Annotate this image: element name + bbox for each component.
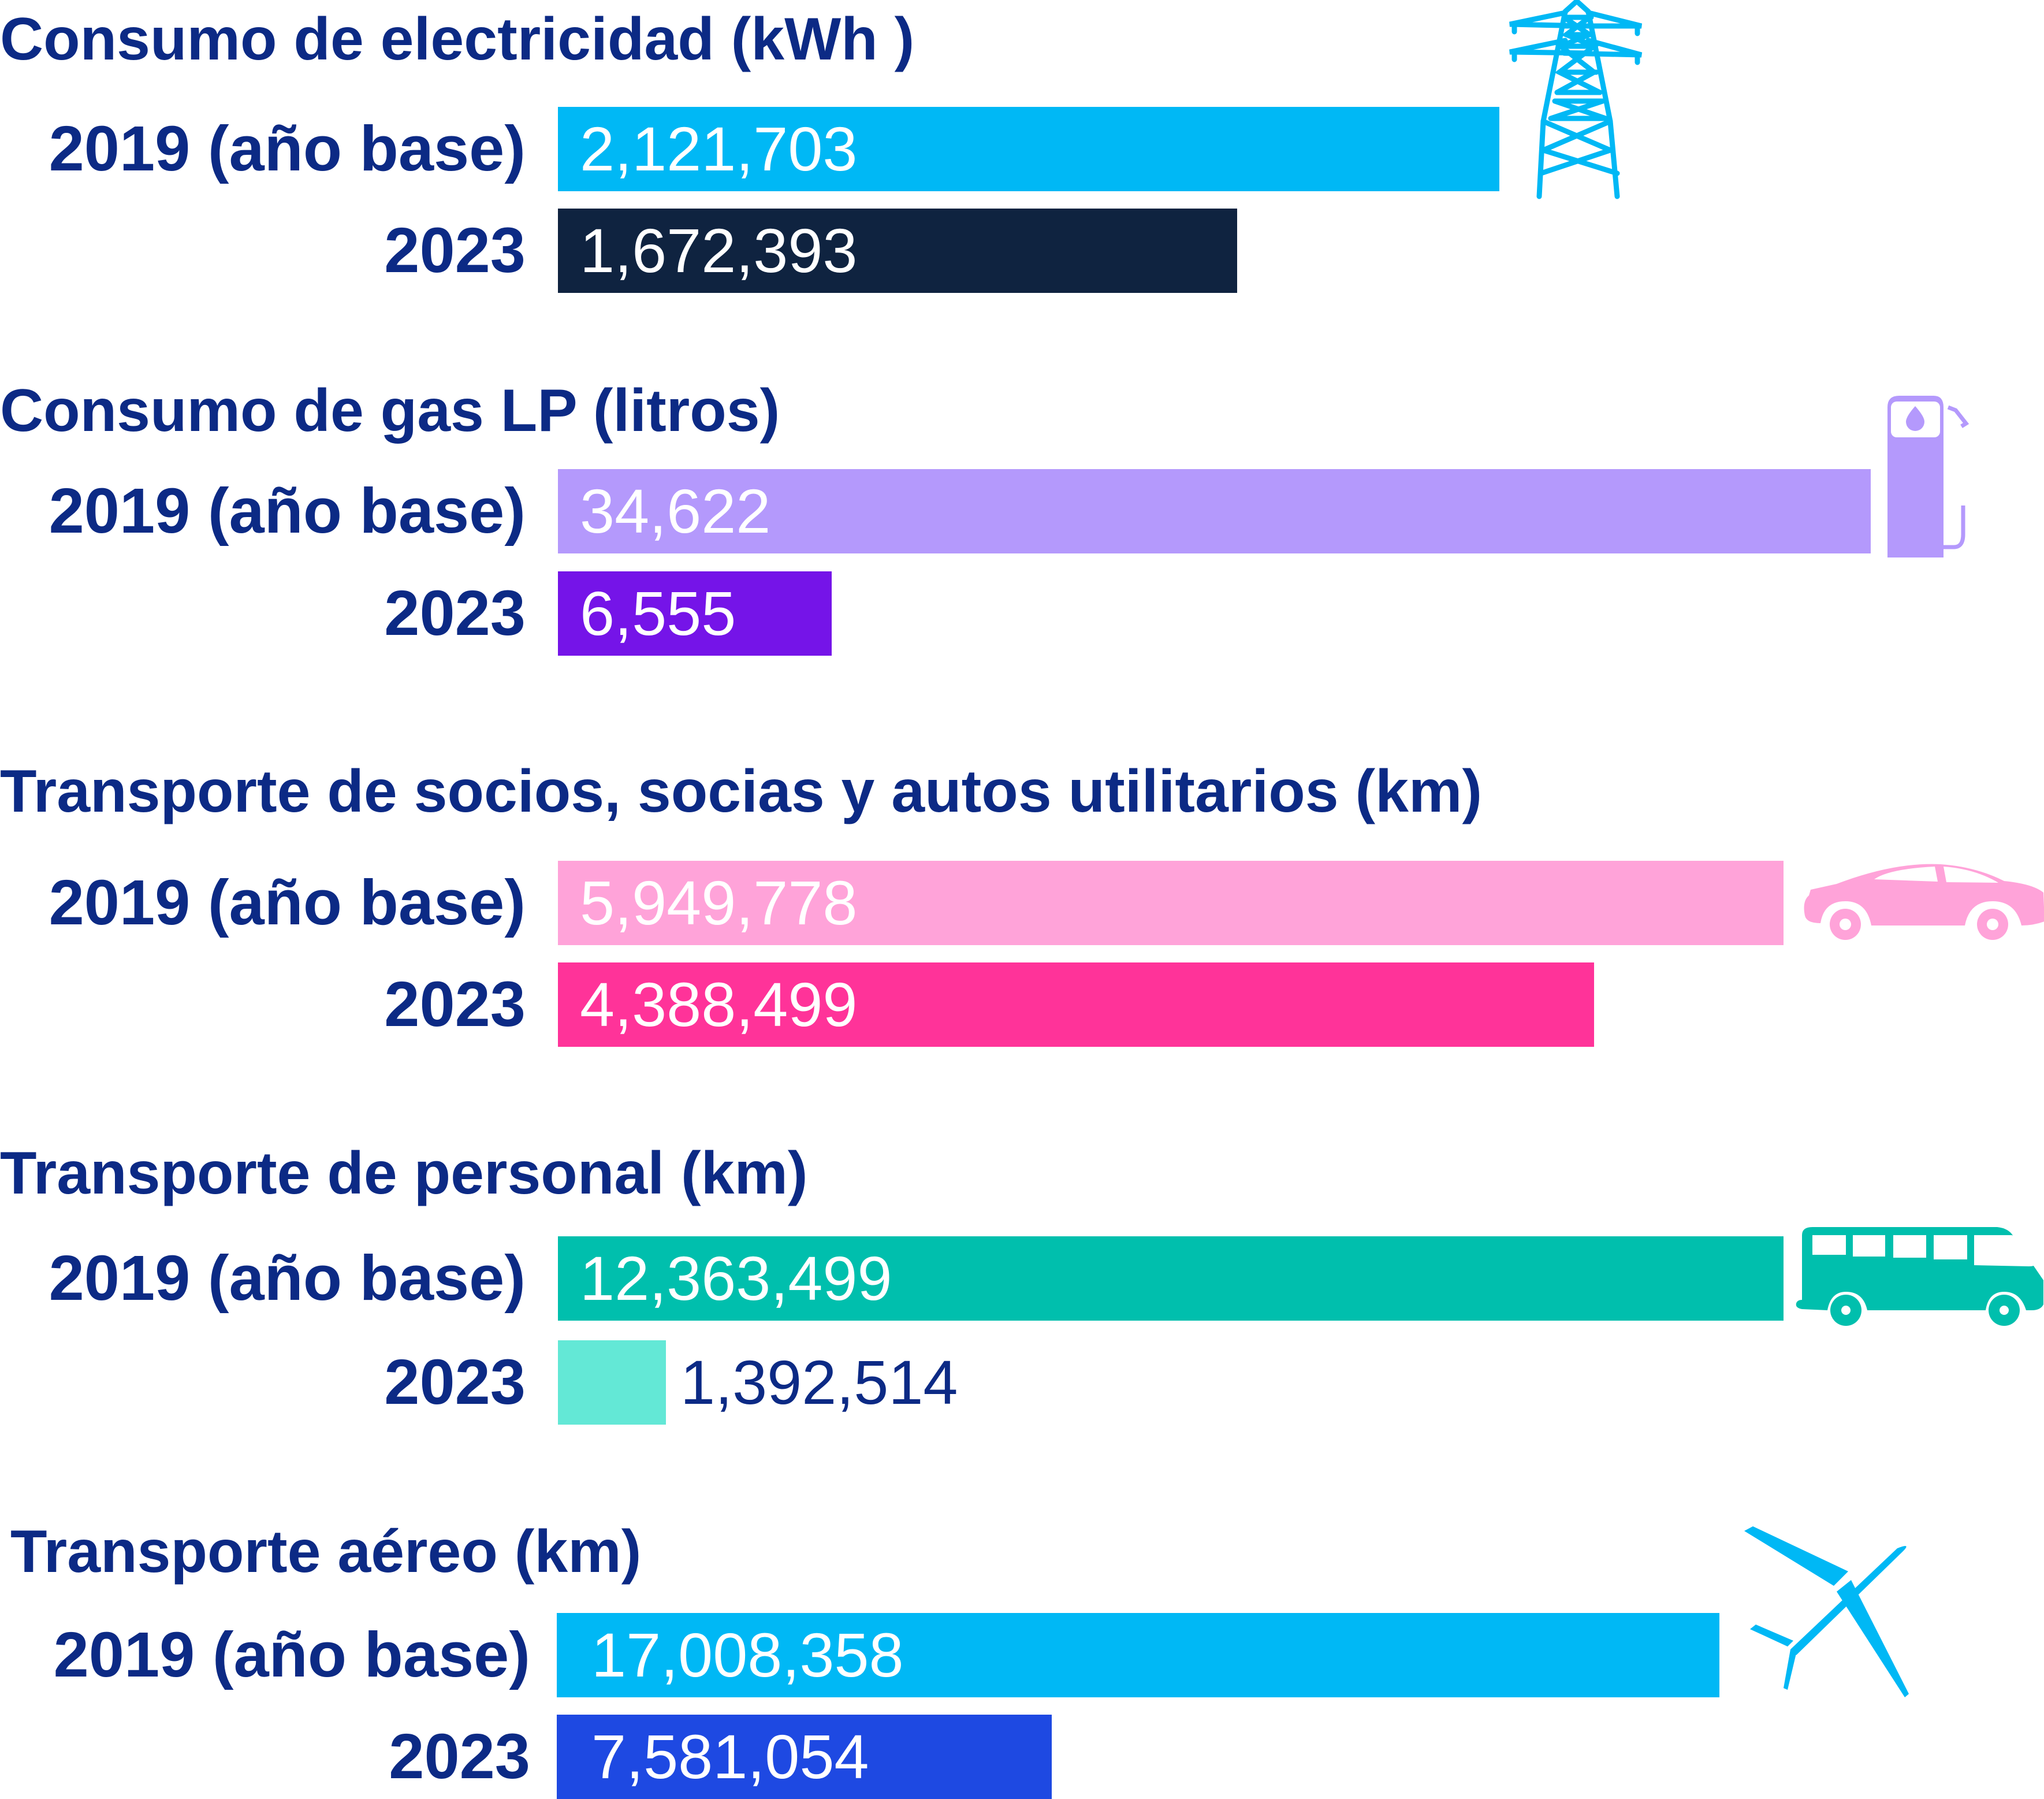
bar-value: 12,363,499 — [580, 1243, 892, 1313]
row-label: 2023 — [384, 969, 526, 1040]
bar-value: 1,392,514 — [680, 1347, 958, 1417]
bar-electricity-2023: 1,672,393 — [558, 209, 1237, 293]
row-label: 2023 — [384, 1347, 526, 1418]
row-label: 2019 (año base) — [49, 113, 526, 184]
row-label: 2019 (año base) — [49, 1243, 526, 1314]
bar-value: 1,672,393 — [580, 215, 858, 285]
group-title-electricity: Consumo de electricidad (kWh ) — [0, 6, 915, 73]
bar-air-transport-2023: 7,581,054 — [557, 1715, 1052, 1799]
bar-gas-2023: 6,555 — [558, 571, 832, 656]
airplane-icon — [1744, 1526, 1909, 1697]
row-label: 2019 (año base) — [49, 867, 526, 938]
gas-pump-icon — [1887, 396, 1969, 557]
bar-partner-transport-2019: 5,949,778 — [558, 861, 1784, 945]
bus-icon — [1796, 1227, 2043, 1326]
bar-value: 6,555 — [580, 578, 736, 648]
row-label: 2023 — [384, 215, 526, 286]
bar-partner-transport-2023: 4,388,499 — [558, 962, 1594, 1047]
bar-value: 34,622 — [580, 476, 771, 546]
group-title-staff-transport: Transporte de personal (km) — [0, 1140, 808, 1207]
group-title-air-transport: Transporte aéreo (km) — [10, 1518, 642, 1585]
bar-electricity-2019: 2,121,703 — [558, 107, 1499, 191]
bar-staff-transport-2023: 1,392,514 — [558, 1340, 958, 1425]
bar-staff-transport-2019: 12,363,499 — [558, 1236, 1784, 1321]
bar-gas-2019: 34,622 — [558, 469, 1871, 553]
row-label: 2023 — [389, 1721, 530, 1792]
bar-air-transport-2019: 17,008,358 — [557, 1613, 1719, 1697]
bar-value: 17,008,358 — [591, 1620, 904, 1690]
group-title-gas: Consumo de gas LP (litros) — [0, 377, 780, 444]
row-label: 2019 (año base) — [49, 475, 526, 547]
power-tower-icon — [1509, 0, 1643, 199]
row-label: 2019 (año base) — [53, 1619, 530, 1690]
bar-value: 4,388,499 — [580, 969, 858, 1039]
car-icon — [1804, 864, 2044, 940]
group-title-partner-transport: Transporte de socios, socias y autos uti… — [0, 758, 1483, 825]
bar-value: 2,121,703 — [580, 114, 858, 184]
row-label: 2023 — [384, 578, 526, 649]
bar-value: 7,581,054 — [591, 1722, 869, 1791]
bar-value: 5,949,778 — [580, 868, 858, 938]
